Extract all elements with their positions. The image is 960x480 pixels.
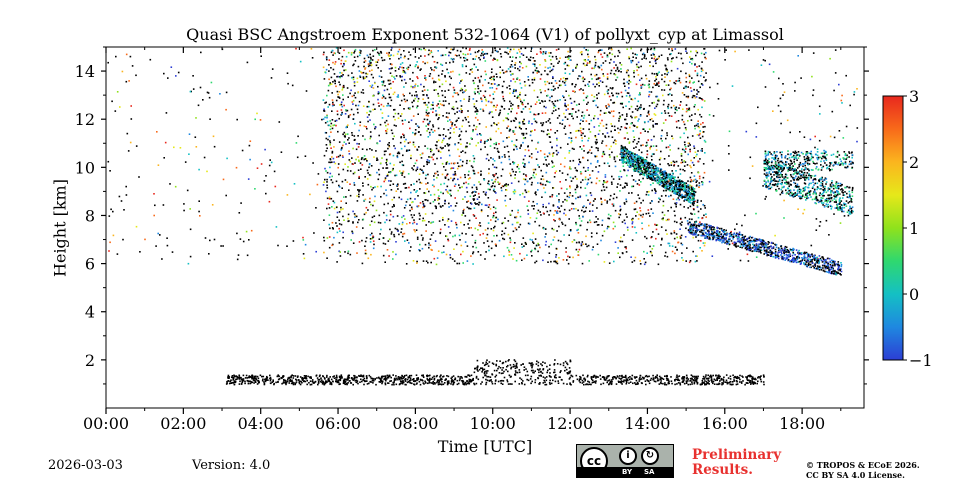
license-badge: cc i ↻ BY SA: [576, 444, 674, 478]
version-label: Version: 4.0: [192, 458, 271, 473]
by-icon: i: [619, 447, 637, 465]
chart-title: Quasi BSC Angstroem Exponent 532-1064 (V…: [186, 25, 784, 44]
copyright-line2: CC BY SA 4.0 License.: [806, 470, 905, 480]
data-pixels: [107, 47, 859, 386]
y-tick-label: 4: [85, 303, 95, 322]
preliminary-line1: Preliminary: [692, 447, 782, 463]
plot-frame: [105, 46, 865, 409]
y-tick-label: 2: [85, 351, 95, 370]
sa-label: SA: [644, 468, 655, 476]
y-tick-label: 14: [75, 62, 95, 81]
y-tick-label: 12: [75, 110, 95, 129]
x-tick-label: 00:00: [83, 414, 129, 433]
y-tick-label: 6: [85, 255, 95, 274]
y-tick-label: 8: [85, 206, 95, 225]
copyright-note: © TROPOS & ECoE 2026. CC BY SA 4.0 Licen…: [806, 460, 920, 480]
x-tick-label: 14:00: [624, 414, 670, 433]
preliminary-note: Preliminary Results.: [692, 448, 781, 478]
preliminary-line2: Results.: [692, 462, 753, 478]
x-tick-label: 16:00: [702, 414, 748, 433]
x-tick-label: 08:00: [392, 414, 438, 433]
x-tick-label: 06:00: [315, 414, 361, 433]
colorbar-tick-label: 0: [909, 285, 919, 304]
sa-icon: ↻: [641, 447, 659, 465]
y-tick-label: 10: [75, 158, 95, 177]
x-tick-label: 04:00: [238, 414, 284, 433]
colorbar-tick-label: 2: [909, 153, 919, 172]
x-axis-label: Time [UTC]: [437, 437, 533, 456]
x-tick-label: 18:00: [779, 414, 825, 433]
colorbar-tick-label: 3: [909, 87, 919, 106]
badge-bar: [577, 467, 673, 477]
y-axis-label: Height [km]: [50, 179, 70, 277]
colorbar: [882, 95, 904, 361]
x-tick-label: 12:00: [547, 414, 593, 433]
x-tick-label: 10:00: [470, 414, 516, 433]
x-tick-label: 02:00: [160, 414, 206, 433]
colorbar-tick-label: 1: [909, 219, 919, 238]
colorbar-tick-label: −1: [909, 351, 933, 370]
date-label: 2026-03-03: [48, 458, 123, 473]
by-label: BY: [622, 468, 633, 476]
copyright-line1: © TROPOS & ECoE 2026.: [806, 460, 920, 470]
